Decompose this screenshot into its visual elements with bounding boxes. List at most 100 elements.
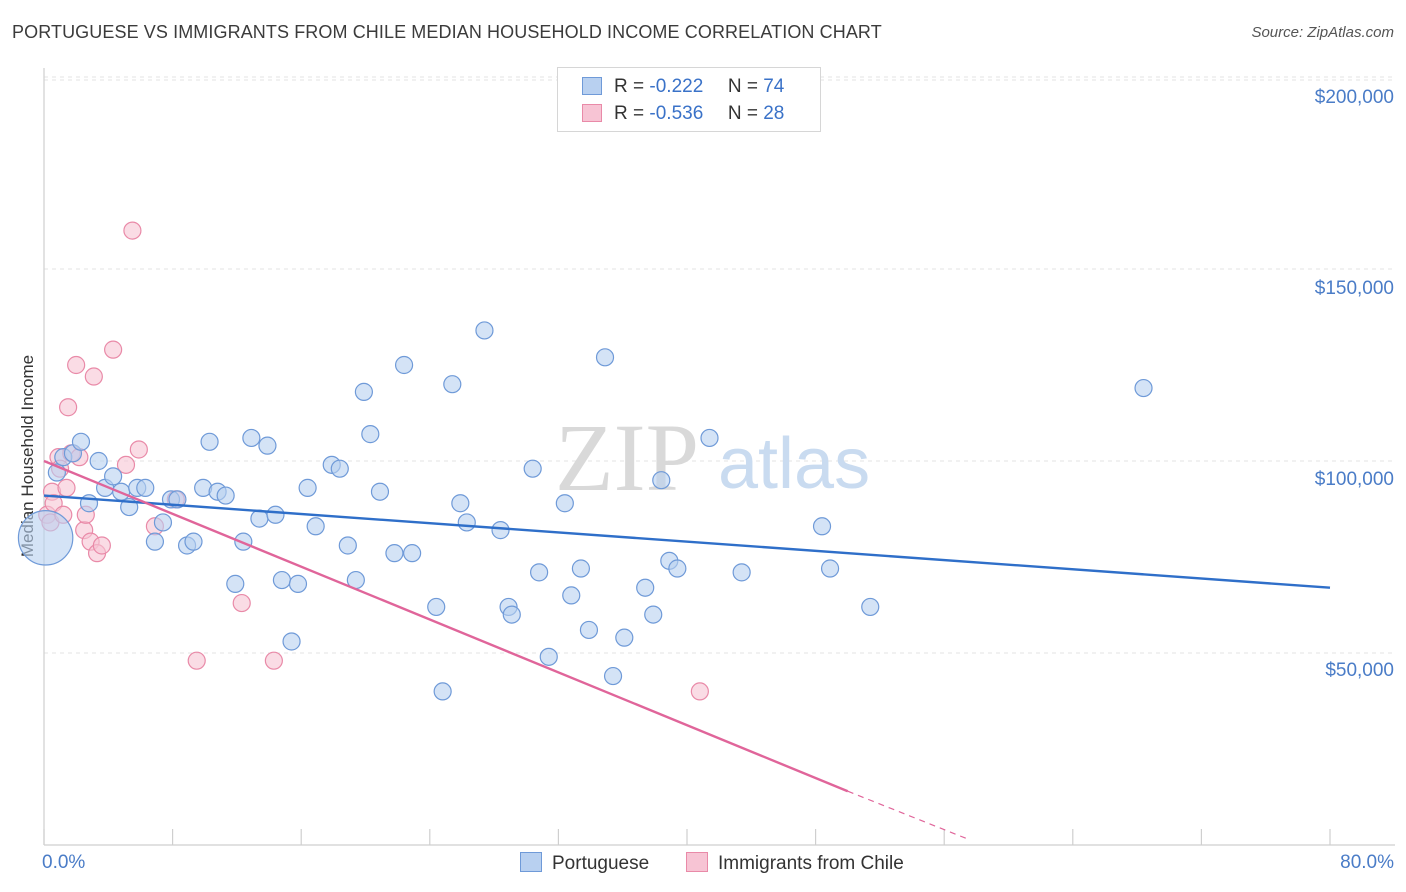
portuguese-point: [595, 348, 615, 367]
pink-swatch: [686, 852, 708, 872]
portuguese-point: [530, 563, 549, 582]
portuguese-point: [338, 536, 357, 555]
blue-swatch: [582, 77, 602, 95]
y-tick-200000: $200,000: [1314, 87, 1394, 108]
portuguese-point: [184, 532, 203, 551]
chart-title: PORTUGUESE VS IMMIGRANTS FROM CHILE MEDI…: [12, 22, 882, 42]
legend-n-value: 28: [763, 103, 785, 124]
legend-n-value: 74: [763, 76, 785, 97]
portuguese-point: [562, 586, 581, 605]
portuguese-point: [652, 471, 671, 490]
portuguese-point: [153, 513, 173, 532]
watermark-atlas: atlas: [718, 424, 870, 504]
portuguese-point: [288, 574, 308, 593]
portuguese-point: [361, 425, 380, 444]
portuguese-point: [539, 647, 558, 666]
portuguese-point: [636, 578, 655, 597]
legend-n-label: N =: [727, 76, 758, 97]
legend-r-value: -0.222: [649, 76, 704, 97]
portuguese-point: [1134, 378, 1153, 398]
portuguese-point: [668, 559, 687, 578]
portuguese-point: [216, 486, 235, 505]
portuguese-point: [89, 451, 108, 471]
portuguese-point: [443, 375, 462, 394]
portuguese-point: [272, 570, 292, 590]
chile-point: [232, 593, 251, 613]
y-tick-50000: $50,000: [1325, 660, 1394, 681]
portuguese-point: [433, 682, 452, 701]
legend-r-label: R =: [614, 103, 645, 124]
chile-point: [67, 355, 86, 375]
portuguese-point: [502, 605, 521, 624]
chile-trend-extension: [847, 790, 969, 840]
portuguese-point: [394, 355, 414, 375]
portuguese-point: [603, 666, 623, 686]
chile-point: [129, 440, 148, 459]
legend-row-portuguese: R = -0.222 N = 74: [582, 76, 784, 100]
portuguese-point: [306, 517, 325, 536]
portuguese-point: [475, 321, 494, 340]
portuguese-point: [644, 605, 663, 624]
chile-point: [59, 398, 78, 417]
chile-point: [57, 478, 76, 497]
watermark-zip: ZIP: [555, 404, 699, 511]
portuguese-point: [812, 517, 832, 536]
chile-point: [187, 651, 206, 670]
chile-point: [116, 455, 136, 474]
blue-swatch: [520, 852, 542, 872]
bottom-legend-portuguese-label: Portuguese: [552, 853, 650, 874]
legend-n-label: N =: [727, 103, 758, 124]
gridlines: [44, 76, 1395, 654]
portuguese-point: [700, 428, 719, 448]
pink-swatch: [582, 104, 602, 122]
portuguese-point: [571, 559, 591, 578]
x-tick-min: 0.0%: [42, 852, 86, 873]
chile-point: [264, 651, 283, 670]
portuguese-point: [579, 620, 599, 640]
bottom-legend-portuguese: Portuguese: [520, 852, 649, 875]
axes: [43, 68, 1395, 846]
portuguese-point: [370, 482, 390, 501]
legend-r-label: R =: [614, 76, 645, 97]
portuguese-point: [427, 597, 446, 617]
source-label: Source: ZipAtlas.com: [1251, 24, 1394, 41]
portuguese-point: [282, 632, 301, 651]
chile-trend-line: [43, 459, 849, 793]
watermark: ZIP atlas: [555, 404, 870, 511]
portuguese-point: [136, 478, 155, 497]
bottom-legend-chile-label: Immigrants from Chile: [718, 853, 904, 874]
chile-point: [123, 221, 142, 240]
correlation-legend: R = -0.222 N = 74 R = -0.536 N = 28: [557, 67, 821, 132]
portuguese-point: [457, 513, 476, 532]
portuguese-point: [403, 544, 422, 563]
portuguese-point: [71, 432, 91, 451]
portuguese-point: [226, 574, 245, 593]
chile-point: [104, 340, 123, 359]
portuguese-point: [861, 597, 880, 617]
portuguese-point: [555, 494, 574, 513]
portuguese-point: [258, 436, 277, 455]
portuguese-point: [104, 467, 123, 486]
chile-point: [92, 536, 111, 555]
bottom-legend-chile: Immigrants from Chile: [686, 852, 904, 875]
portuguese-point: [354, 382, 373, 401]
portuguese-point: [298, 478, 317, 497]
y-tick-150000: $150,000: [1314, 278, 1394, 299]
portuguese-point: [820, 559, 840, 578]
portuguese-trend-line: [43, 494, 1331, 589]
portuguese-point: [250, 509, 269, 528]
portuguese-point: [451, 494, 470, 513]
portuguese-point: [266, 505, 285, 524]
chile-point: [84, 367, 103, 386]
chile-point: [690, 682, 709, 701]
portuguese-point: [330, 459, 349, 478]
portuguese-point: [491, 521, 510, 540]
legend-r-value: -0.536: [649, 103, 704, 124]
portuguese-point: [523, 459, 542, 478]
portuguese-point: [242, 428, 261, 448]
trend-lines: [43, 459, 1331, 840]
x-tick-max: 80.0%: [1340, 852, 1394, 873]
legend-row-chile: R = -0.536 N = 28: [582, 103, 784, 127]
portuguese-point: [145, 532, 165, 551]
